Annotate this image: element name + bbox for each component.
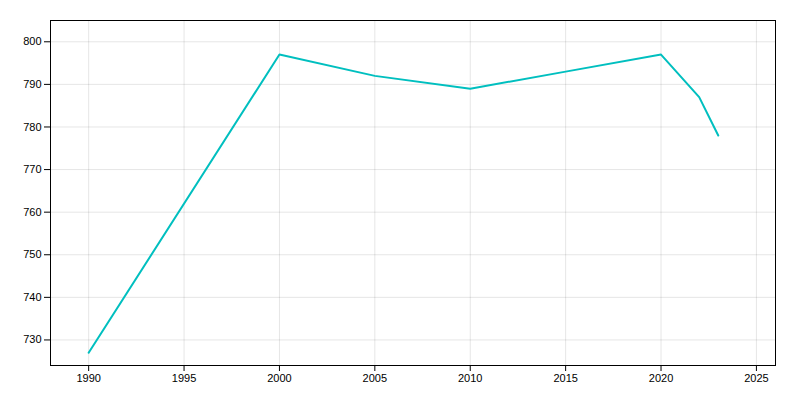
svg-text:740: 740 bbox=[23, 291, 41, 303]
svg-text:760: 760 bbox=[23, 206, 41, 218]
svg-text:2000: 2000 bbox=[267, 372, 291, 384]
svg-text:2025: 2025 bbox=[744, 372, 768, 384]
svg-text:730: 730 bbox=[23, 333, 41, 345]
svg-text:2015: 2015 bbox=[553, 372, 577, 384]
svg-text:1990: 1990 bbox=[76, 372, 100, 384]
svg-text:2010: 2010 bbox=[458, 372, 482, 384]
svg-text:800: 800 bbox=[23, 35, 41, 47]
svg-text:2005: 2005 bbox=[363, 372, 387, 384]
svg-text:1995: 1995 bbox=[172, 372, 196, 384]
svg-text:790: 790 bbox=[23, 78, 41, 90]
svg-text:770: 770 bbox=[23, 163, 41, 175]
svg-text:780: 780 bbox=[23, 121, 41, 133]
svg-text:2020: 2020 bbox=[649, 372, 673, 384]
svg-text:750: 750 bbox=[23, 248, 41, 260]
